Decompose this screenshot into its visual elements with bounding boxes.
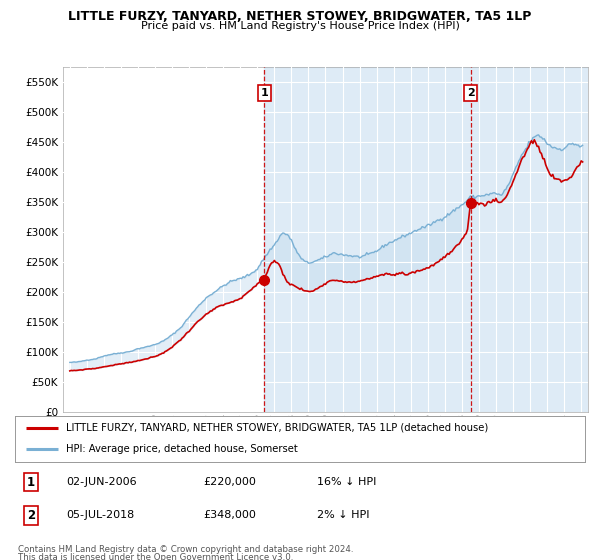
Text: HPI: Average price, detached house, Somerset: HPI: Average price, detached house, Some…: [66, 444, 298, 454]
Text: 05-JUL-2018: 05-JUL-2018: [66, 511, 134, 520]
Text: Price paid vs. HM Land Registry's House Price Index (HPI): Price paid vs. HM Land Registry's House …: [140, 21, 460, 31]
Text: £220,000: £220,000: [203, 477, 256, 487]
Text: 1: 1: [27, 475, 35, 489]
Text: 2% ↓ HPI: 2% ↓ HPI: [317, 511, 370, 520]
Text: 16% ↓ HPI: 16% ↓ HPI: [317, 477, 376, 487]
Text: This data is licensed under the Open Government Licence v3.0.: This data is licensed under the Open Gov…: [18, 553, 293, 560]
Text: 2: 2: [467, 88, 475, 98]
Text: 02-JUN-2006: 02-JUN-2006: [66, 477, 137, 487]
Text: 2: 2: [27, 509, 35, 522]
Text: LITTLE FURZY, TANYARD, NETHER STOWEY, BRIDGWATER, TA5 1LP (detached house): LITTLE FURZY, TANYARD, NETHER STOWEY, BR…: [66, 423, 488, 432]
Text: £348,000: £348,000: [203, 511, 256, 520]
Text: 1: 1: [260, 88, 268, 98]
Text: Contains HM Land Registry data © Crown copyright and database right 2024.: Contains HM Land Registry data © Crown c…: [18, 545, 353, 554]
Text: LITTLE FURZY, TANYARD, NETHER STOWEY, BRIDGWATER, TA5 1LP: LITTLE FURZY, TANYARD, NETHER STOWEY, BR…: [68, 10, 532, 23]
Bar: [265, 67, 590, 412]
